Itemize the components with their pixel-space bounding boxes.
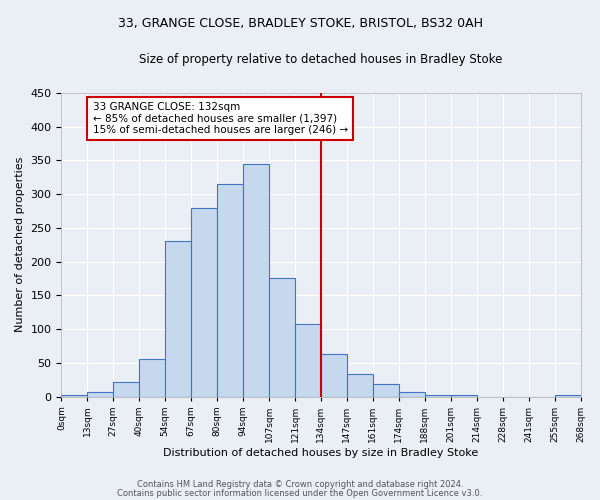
Bar	[191, 208, 217, 396]
Bar	[321, 354, 347, 397]
Bar	[269, 278, 295, 396]
Bar	[373, 384, 399, 396]
Text: 33 GRANGE CLOSE: 132sqm
← 85% of detached houses are smaller (1,397)
15% of semi: 33 GRANGE CLOSE: 132sqm ← 85% of detache…	[92, 102, 347, 135]
Title: Size of property relative to detached houses in Bradley Stoke: Size of property relative to detached ho…	[139, 52, 503, 66]
Text: Contains public sector information licensed under the Open Government Licence v3: Contains public sector information licen…	[118, 488, 482, 498]
Bar	[88, 392, 113, 396]
Bar	[139, 360, 165, 397]
Text: 33, GRANGE CLOSE, BRADLEY STOKE, BRISTOL, BS32 0AH: 33, GRANGE CLOSE, BRADLEY STOKE, BRISTOL…	[118, 18, 482, 30]
Bar	[554, 394, 581, 396]
Bar	[425, 394, 451, 396]
Bar	[113, 382, 139, 396]
Y-axis label: Number of detached properties: Number of detached properties	[15, 157, 25, 332]
Bar	[243, 164, 269, 396]
X-axis label: Distribution of detached houses by size in Bradley Stoke: Distribution of detached houses by size …	[163, 448, 479, 458]
Bar	[165, 242, 191, 396]
Bar	[217, 184, 243, 396]
Bar	[61, 394, 88, 396]
Bar	[399, 392, 425, 396]
Text: Contains HM Land Registry data © Crown copyright and database right 2024.: Contains HM Land Registry data © Crown c…	[137, 480, 463, 489]
Bar	[347, 374, 373, 396]
Bar	[295, 324, 321, 396]
Bar	[451, 395, 476, 396]
